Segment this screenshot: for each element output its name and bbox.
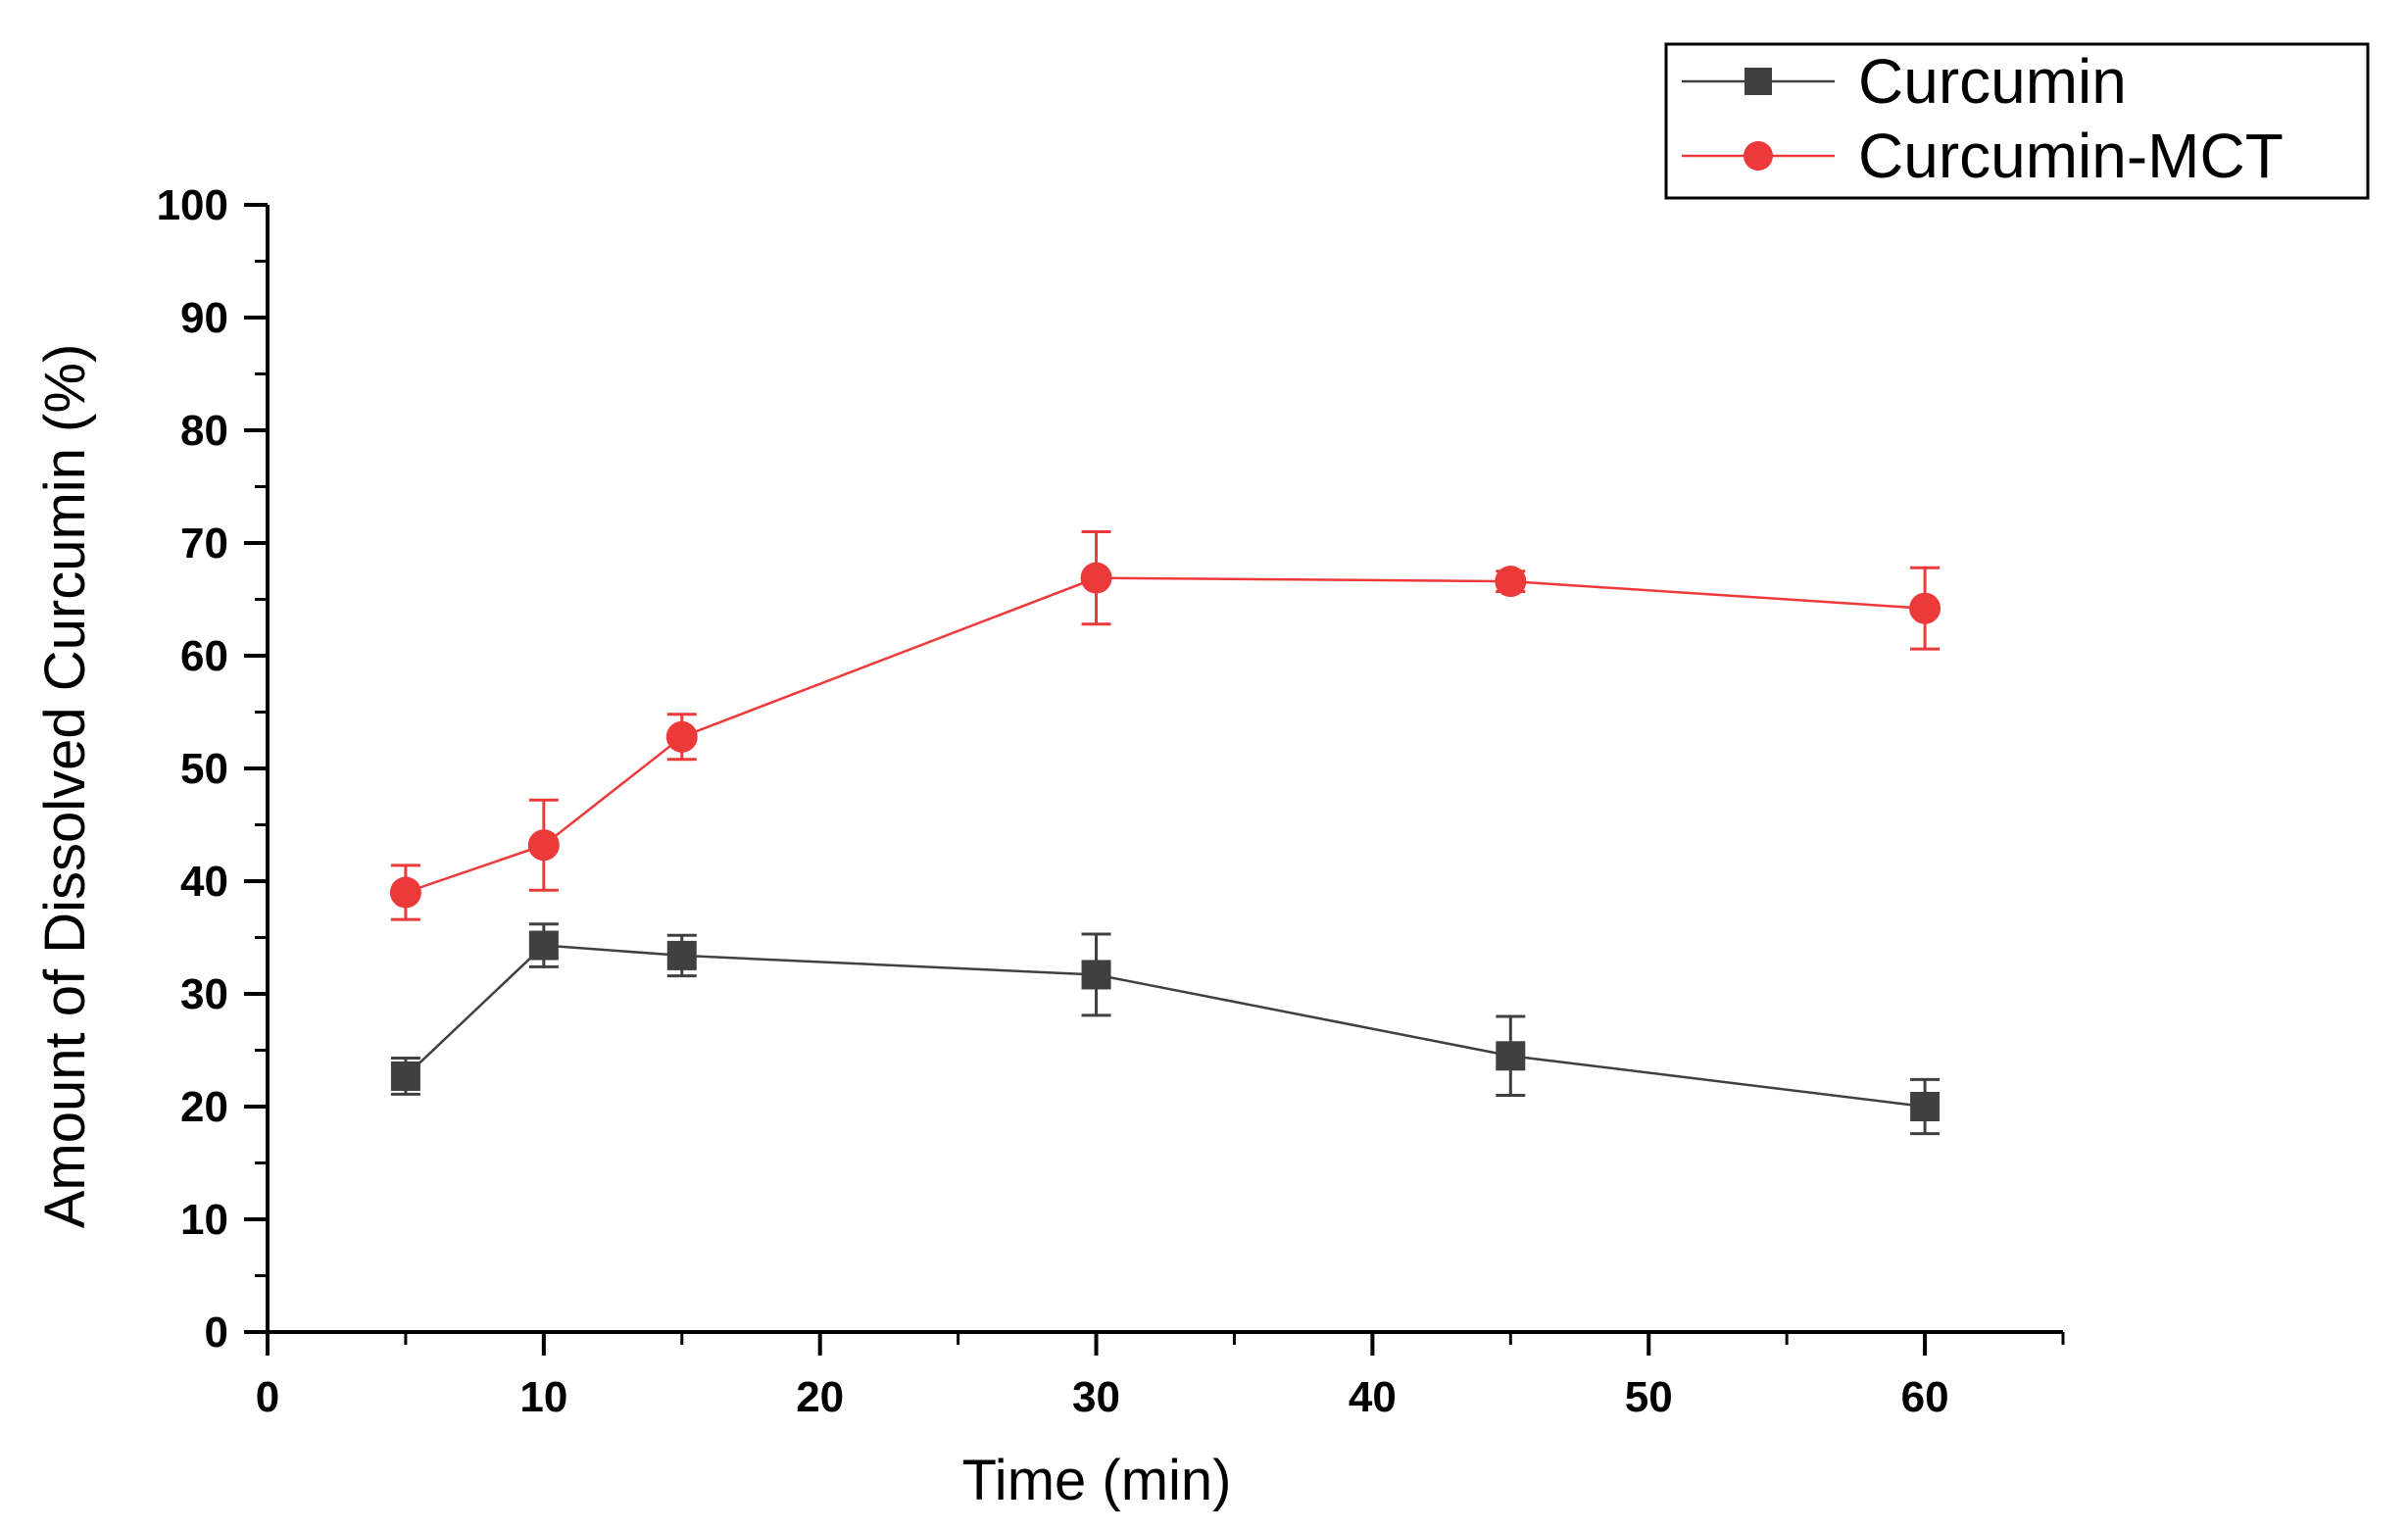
x-tick-label: 40 <box>1349 1373 1397 1421</box>
y-tick-label: 50 <box>180 745 228 793</box>
legend-marker <box>1745 68 1772 95</box>
y-tick-label: 30 <box>180 970 228 1018</box>
x-tick-label: 0 <box>256 1373 279 1421</box>
data-point <box>390 1061 420 1091</box>
y-tick-label: 20 <box>180 1083 228 1131</box>
y-tick-label: 60 <box>180 632 228 680</box>
x-axis-title: Time (min) <box>962 1449 1232 1512</box>
data-point <box>1910 1092 1941 1121</box>
y-tick-label: 90 <box>180 294 228 342</box>
data-point <box>389 876 421 909</box>
series-curcumin <box>390 922 1941 1136</box>
y-tick-label: 80 <box>180 407 228 455</box>
legend-label: Curcumin <box>1858 46 2127 117</box>
data-point <box>665 720 698 753</box>
x-tick-label: 50 <box>1625 1373 1673 1421</box>
series-layer <box>389 530 1941 1136</box>
x-tick-label: 10 <box>519 1373 567 1421</box>
x-tick-label: 60 <box>1901 1373 1949 1421</box>
legend-label: Curcumin-MCT <box>1858 121 2284 191</box>
data-point <box>1080 562 1112 594</box>
series-curcumin-mct <box>389 530 1941 921</box>
y-axis-title: Amount of Dissolved Curcumin (%) <box>33 344 97 1229</box>
axes: 0 10 20 30 40 50 60 70 80 90 100 0 10 20 30 40 50 60 Time … <box>33 181 2065 1512</box>
data-point <box>1081 960 1111 990</box>
data-point <box>1496 1041 1526 1071</box>
data-point <box>528 930 559 961</box>
legend-box <box>1664 42 2370 200</box>
data-point <box>527 829 560 862</box>
data-point <box>1495 566 1527 598</box>
data-point <box>666 940 697 970</box>
data-point <box>1909 592 1941 624</box>
x-tick-label: 20 <box>796 1373 844 1421</box>
legend-marker <box>1744 141 1773 171</box>
y-tick-label: 0 <box>205 1309 228 1357</box>
series-line <box>405 576 1926 894</box>
x-tick-label: 30 <box>1072 1373 1120 1421</box>
y-tick-label: 10 <box>180 1196 228 1244</box>
series-line <box>405 944 1926 1109</box>
y-tick-label: 40 <box>180 858 228 906</box>
y-tick-label: 100 <box>157 181 228 229</box>
y-tick-label: 70 <box>180 519 228 568</box>
